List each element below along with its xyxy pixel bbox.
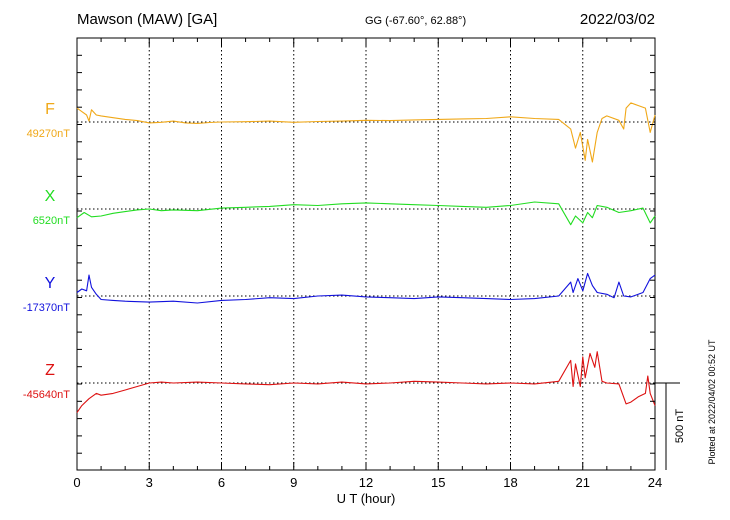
series-baseline-y: -17370nT: [23, 302, 70, 314]
series-name-f: F: [45, 101, 55, 118]
series-line-f: [76, 102, 656, 163]
x-tick-label: 0: [73, 475, 80, 490]
series-name-y: Y: [45, 275, 56, 292]
series-line-y: [76, 272, 656, 304]
series-baseline-f: 49270nT: [27, 128, 71, 140]
date-label: 2022/03/02: [580, 11, 655, 28]
scale-bar-label: 500 nT: [674, 409, 686, 444]
x-tick-label: 9: [290, 475, 297, 490]
x-axis-label: U T (hour): [337, 491, 396, 506]
x-tick-label: 12: [359, 475, 373, 490]
series-line-z: [76, 351, 656, 413]
series-name-x: X: [45, 188, 56, 205]
x-tick-label: 18: [503, 475, 517, 490]
series-name-z: Z: [45, 362, 55, 379]
series-line-x: [76, 201, 656, 226]
x-tick-label: 15: [431, 475, 445, 490]
station-title: Mawson (MAW) [GA]: [77, 11, 217, 28]
x-tick-label: 24: [648, 475, 662, 490]
x-tick-label: 6: [218, 475, 225, 490]
series-baseline-x: 6520nT: [33, 215, 71, 227]
x-tick-label: 3: [146, 475, 153, 490]
coordinates-label: GG (-67.60°, 62.88°): [365, 15, 466, 27]
x-tick-label: 21: [576, 475, 590, 490]
series-baseline-z: -45640nT: [23, 389, 70, 401]
scale-bar: 500 nT: [655, 382, 686, 470]
plotted-timestamp: Plotted at 2022/04/02 00:52 UT: [707, 339, 717, 465]
